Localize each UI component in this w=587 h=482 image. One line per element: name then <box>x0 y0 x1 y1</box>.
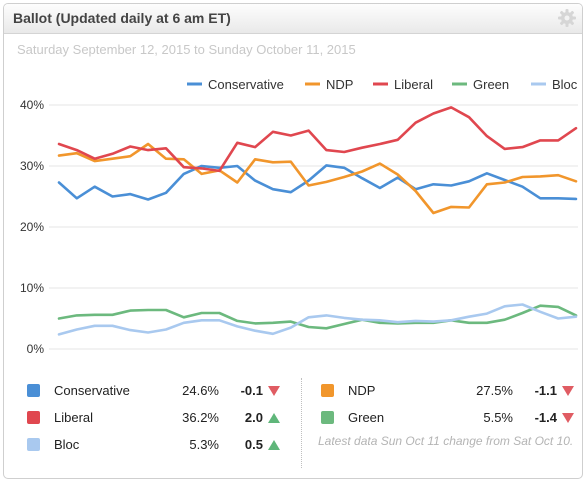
y-tick-label: 40% <box>20 98 44 112</box>
series-line-bloc <box>57 303 578 336</box>
party-value: 36.2% <box>182 410 219 425</box>
table-divider <box>301 378 302 468</box>
date-range-subtitle: Saturday September 12, 2015 to Sunday Oc… <box>17 42 356 57</box>
party-name: Green <box>348 410 385 425</box>
party-change: -1.1 <box>534 383 557 398</box>
party-change: -0.1 <box>240 383 263 398</box>
party-change: 0.5 <box>244 437 263 452</box>
legend-label: Bloc <box>552 77 578 92</box>
legend-item-liberal: Liberal <box>373 77 433 92</box>
legend-label: Conservative <box>208 77 284 92</box>
party-change: -1.4 <box>534 410 557 425</box>
series-line-conservative <box>57 164 578 201</box>
party-name: Bloc <box>54 437 80 452</box>
party-row-bloc: Bloc 5.3% 0.5 <box>27 436 287 454</box>
party-color-swatch <box>27 438 40 451</box>
party-value: 24.6% <box>182 383 219 398</box>
party-color-swatch <box>27 411 40 424</box>
legend-item-bloc: Bloc <box>531 77 578 92</box>
party-summary-table: Conservative 24.6% -0.1 NDP 27.5% -1.1 Liberal… <box>4 372 582 478</box>
series-line-green <box>57 304 578 330</box>
party-row-liberal: Liberal 36.2% 2.0 <box>27 409 287 427</box>
triangle-up-icon <box>268 440 280 450</box>
y-tick-label: 20% <box>20 220 44 234</box>
triangle-down-icon <box>562 413 574 423</box>
party-name: Conservative <box>54 383 130 398</box>
series-line-ndp <box>57 142 578 215</box>
party-row-green: Green 5.5% -1.4 <box>321 409 581 427</box>
widget-header: Ballot (Updated daily at 6 am ET) <box>4 4 582 34</box>
legend-item-green: Green <box>452 77 509 92</box>
triangle-down-icon <box>562 386 574 396</box>
series-line-liberal <box>57 106 578 173</box>
legend-label: Green <box>473 77 509 92</box>
legend-item-conservative: Conservative <box>187 77 284 92</box>
legend-label: NDP <box>326 77 353 92</box>
party-row-ndp: NDP 27.5% -1.1 <box>321 382 581 400</box>
ballot-widget: Ballot (Updated daily at 6 am ET) Saturd… <box>3 3 583 479</box>
y-tick-label: 10% <box>20 281 44 295</box>
latest-data-note: Latest data Sun Oct 11 change from Sat O… <box>318 434 574 448</box>
party-value: 5.3% <box>189 437 219 452</box>
party-color-swatch <box>321 384 334 397</box>
poll-line-chart: 0% 10% 20% 30% 40% Conservative NDP Liberal Gree… <box>20 77 578 356</box>
party-color-swatch <box>27 384 40 397</box>
legend-label: Liberal <box>394 77 433 92</box>
party-change: 2.0 <box>244 410 263 425</box>
y-tick-label: 30% <box>20 159 44 173</box>
y-tick-label: 0% <box>27 342 45 356</box>
party-name: Liberal <box>54 410 94 425</box>
party-row-conservative: Conservative 24.6% -0.1 <box>27 382 287 400</box>
widget-title: Ballot (Updated daily at 6 am ET) <box>13 10 231 26</box>
triangle-down-icon <box>268 386 280 396</box>
party-value: 5.5% <box>483 410 513 425</box>
legend-item-ndp: NDP <box>305 77 353 92</box>
triangle-up-icon <box>268 413 280 423</box>
gear-icon[interactable] <box>557 8 577 28</box>
party-name: NDP <box>348 383 376 398</box>
party-value: 27.5% <box>476 383 513 398</box>
party-color-swatch <box>321 411 334 424</box>
